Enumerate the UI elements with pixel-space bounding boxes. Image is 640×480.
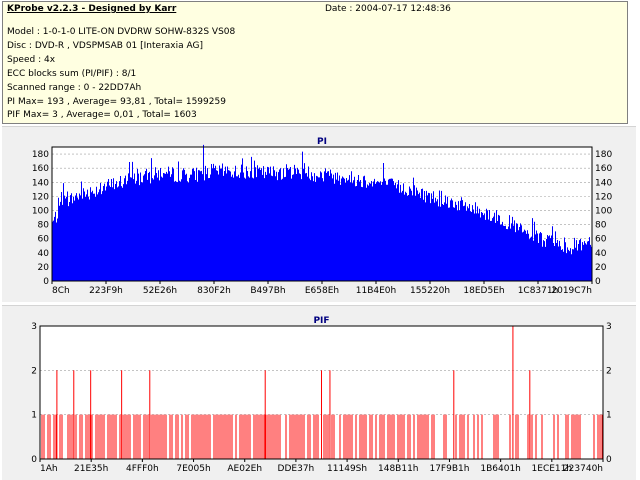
x-tick-label-1-10: 1ECE11h <box>532 464 573 474</box>
plot-border-0 <box>51 146 593 282</box>
x-tick-label-0-7: 155220h <box>410 286 450 296</box>
y-tick-left-0-5: 100 <box>32 206 49 216</box>
y-tick-right-0-9: 180 <box>595 150 612 160</box>
x-tick-label-1-3: 7E005h <box>176 464 210 474</box>
chart-title-0: PI <box>317 137 327 147</box>
y-tick-left-0-3: 60 <box>38 235 50 245</box>
ecc-line: ECC blocks sum (PI/PIF) : 8/1 <box>7 69 137 79</box>
y-tick-right-0-5: 100 <box>595 206 612 216</box>
y-tick-right-0-7: 140 <box>595 178 612 188</box>
x-tick-label-1-0: 1Ah <box>40 464 58 474</box>
x-tick-label-1-1: 21E35h <box>74 464 108 474</box>
x-tick-label-0-3: 830F2h <box>197 286 231 296</box>
scan-date: Date : 2004-07-17 12:48:36 <box>325 4 451 14</box>
x-tick-label-1-6: 11149Sh <box>327 464 367 474</box>
app-title: KProbe v2.2.3 - Designed by Karr <box>7 4 177 14</box>
x-tick-label-0-9: 1C8371h <box>518 286 559 296</box>
y-tick-left-1-2: 2 <box>31 366 37 376</box>
pi-stats-line: PI Max= 193 , Average= 93,81 , Total= 15… <box>7 97 226 107</box>
y-tick-right-0-0: 0 <box>595 277 601 287</box>
plot-border-1 <box>39 325 604 460</box>
speed-line: Speed : 4x <box>7 55 56 65</box>
y-tick-right-0-1: 20 <box>595 263 607 273</box>
y-tick-left-1-1: 1 <box>31 411 37 421</box>
y-tick-left-0-0: 0 <box>43 277 49 287</box>
x-tick-label-1-5: DDE37h <box>278 464 315 474</box>
x-tick-label-1-9: 1B6401h <box>480 464 521 474</box>
scanned-range-line: Scanned range : 0 - 22DD7Ah <box>7 83 142 93</box>
x-tick-label-1-4: AE02Eh <box>227 464 262 474</box>
disc-line: Disc : DVD-R , VDSPMSAB 01 [Interaxia AG… <box>7 41 203 51</box>
y-tick-right-0-8: 160 <box>595 164 612 174</box>
info-panel: KProbe v2.2.3 - Designed by Karr Date : … <box>2 1 628 124</box>
y-tick-right-1-1: 1 <box>606 411 612 421</box>
x-tick-label-0-1: 223F9h <box>89 286 123 296</box>
y-tick-left-1-0: 0 <box>31 455 37 465</box>
y-tick-left-0-9: 180 <box>32 150 49 160</box>
y-tick-right-1-3: 3 <box>606 322 612 332</box>
y-tick-left-0-8: 160 <box>32 164 49 174</box>
pi-chart: PI 0 0 20 20 40 40 60 60 80 80 100 100 120 120 140 140 16… <box>32 137 613 296</box>
y-tick-left-1-3: 3 <box>31 322 37 332</box>
x-tick-label-0-4: B497Bh <box>250 286 285 296</box>
x-tick-label-0-10: 2019C7h <box>551 286 592 296</box>
pi-chart-panel: PI 0 0 20 20 40 40 60 60 80 80 100 100 120 120 140 140 16… <box>2 126 636 302</box>
y-tick-right-1-2: 2 <box>606 366 612 376</box>
y-tick-left-0-7: 140 <box>32 178 49 188</box>
x-tick-label-0-8: 18ED5Eh <box>463 286 504 296</box>
chart-title-1: PIF <box>313 316 329 326</box>
x-tick-label-0-2: 52E26h <box>143 286 177 296</box>
y-tick-left-0-1: 20 <box>38 263 50 273</box>
y-tick-right-0-2: 40 <box>595 249 607 259</box>
y-tick-left-0-4: 80 <box>38 221 50 231</box>
pif-stats-line: PIF Max= 3 , Average= 0,01 , Total= 1603 <box>7 110 197 120</box>
x-tick-label-1-8: 17F9B1h <box>429 464 469 474</box>
x-tick-label-0-6: 11B4E0h <box>356 286 396 296</box>
x-tick-label-0-5: E658Eh <box>305 286 339 296</box>
y-tick-left-0-2: 40 <box>38 249 50 259</box>
y-tick-right-0-6: 120 <box>595 192 612 202</box>
model-line: Model : 1-0-1-0 LITE-ON DVDRW SOHW-832S … <box>7 27 236 37</box>
y-tick-right-0-4: 80 <box>595 221 607 231</box>
x-tick-label-1-7: 148B11h <box>378 464 419 474</box>
y-tick-left-0-6: 120 <box>32 192 49 202</box>
pif-chart-panel: PIF 0 0 1 1 2 2 3 3 1Ah 21E35h 4FFF0h 7E005h AE02Eh DD… <box>2 305 636 480</box>
pif-chart: PIF 0 0 1 1 2 2 3 3 1Ah 21E35h 4FFF0h 7E005h AE02Eh DD… <box>31 316 612 474</box>
y-tick-right-1-0: 0 <box>606 455 612 465</box>
x-tick-label-1-11: 223740h <box>563 464 603 474</box>
x-tick-label-0-0: 8Ch <box>52 286 70 296</box>
y-tick-right-0-3: 60 <box>595 235 607 245</box>
x-tick-label-1-2: 4FFF0h <box>126 464 159 474</box>
